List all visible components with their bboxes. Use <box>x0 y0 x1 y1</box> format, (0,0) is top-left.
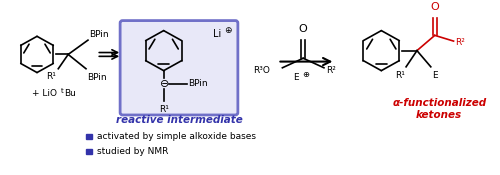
Text: BPin: BPin <box>89 30 108 39</box>
Text: $\oplus$: $\oplus$ <box>224 25 233 35</box>
Text: BPin: BPin <box>188 79 208 89</box>
Text: + LiO: + LiO <box>32 89 57 98</box>
FancyBboxPatch shape <box>120 21 238 115</box>
Text: α-functionalized
ketones: α-functionalized ketones <box>392 98 486 120</box>
Text: studied by NMR: studied by NMR <box>97 147 168 156</box>
Text: R¹: R¹ <box>158 106 168 114</box>
Text: O: O <box>299 25 308 34</box>
Text: R¹: R¹ <box>394 71 404 80</box>
Text: R¹: R¹ <box>46 72 56 81</box>
Text: E: E <box>432 71 438 80</box>
Text: E: E <box>294 73 299 82</box>
Text: activated by simple alkoxide bases: activated by simple alkoxide bases <box>97 132 256 141</box>
Text: R³O: R³O <box>252 66 270 75</box>
Text: BPin: BPin <box>87 73 106 82</box>
Bar <box>86 149 92 154</box>
Text: R²: R² <box>326 66 336 75</box>
Text: Li: Li <box>213 29 222 39</box>
Text: $\ominus$: $\ominus$ <box>158 79 169 89</box>
Text: $\oplus$: $\oplus$ <box>302 70 310 79</box>
Text: reactive intermediate: reactive intermediate <box>116 116 243 125</box>
Text: t: t <box>61 88 64 94</box>
Bar <box>86 134 92 139</box>
Text: O: O <box>430 2 439 12</box>
Text: Bu: Bu <box>64 89 76 98</box>
Text: R²: R² <box>456 38 466 47</box>
